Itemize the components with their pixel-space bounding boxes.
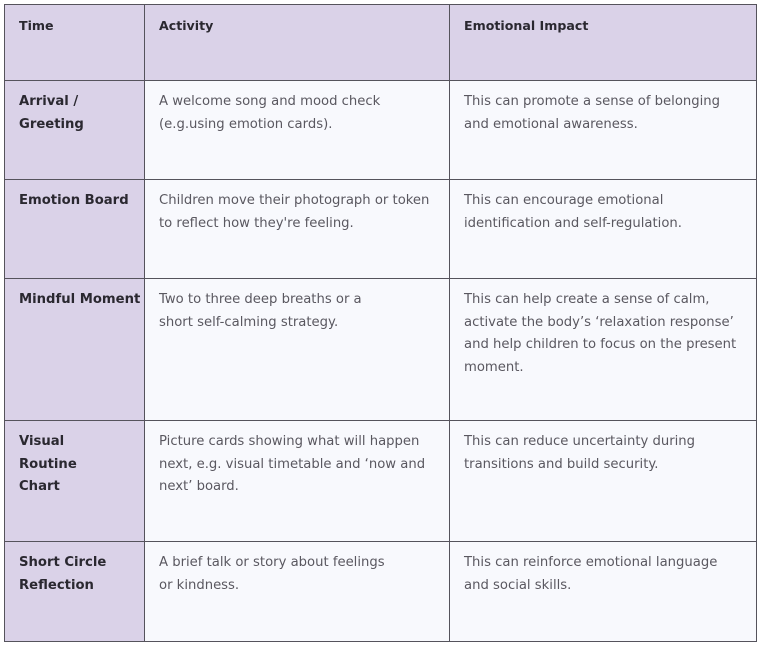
table-body: Arrival / Greeting A welcome song and mo… [4,80,757,642]
impact-cell: This can promote a sense of belonging an… [449,80,757,180]
activity-cell: A brief talk or story about feelings or … [144,541,450,642]
activity-cell: Children move their photograph or token … [144,179,450,279]
impact-cell: This can reinforce emotional language an… [449,541,757,642]
table-row: Arrival / Greeting A welcome song and mo… [4,80,757,180]
impact-cell: This can help create a sense of calm, ac… [449,278,757,421]
header-row: Time Activity Emotional Impact [4,4,757,81]
time-cell: Short Circle Reflection [4,541,145,642]
impact-cell: This can encourage emotional identificat… [449,179,757,279]
column-header-time: Time [4,4,145,81]
activity-cell: A welcome song and mood check (e.g.using… [144,80,450,180]
activity-cell: Picture cards showing what will happen n… [144,420,450,542]
time-cell: Mindful Moment [4,278,145,421]
table-row: Visual Routine Chart Picture cards showi… [4,420,757,542]
table-row: Short Circle Reflection A brief talk or … [4,541,757,642]
activity-cell: Two to three deep breaths or a short sel… [144,278,450,421]
table-header: Time Activity Emotional Impact [4,4,757,81]
table-row: Emotion Board Children move their photog… [4,179,757,279]
time-cell: Emotion Board [4,179,145,279]
impact-cell: This can reduce uncertainty during trans… [449,420,757,542]
routine-emotional-impact-table: Time Activity Emotional Impact Arrival /… [4,4,757,642]
column-header-emotional-impact: Emotional Impact [449,4,757,81]
time-cell: Visual Routine Chart [4,420,145,542]
column-header-activity: Activity [144,4,450,81]
table-row: Mindful Moment Two to three deep breaths… [4,278,757,421]
time-cell: Arrival / Greeting [4,80,145,180]
